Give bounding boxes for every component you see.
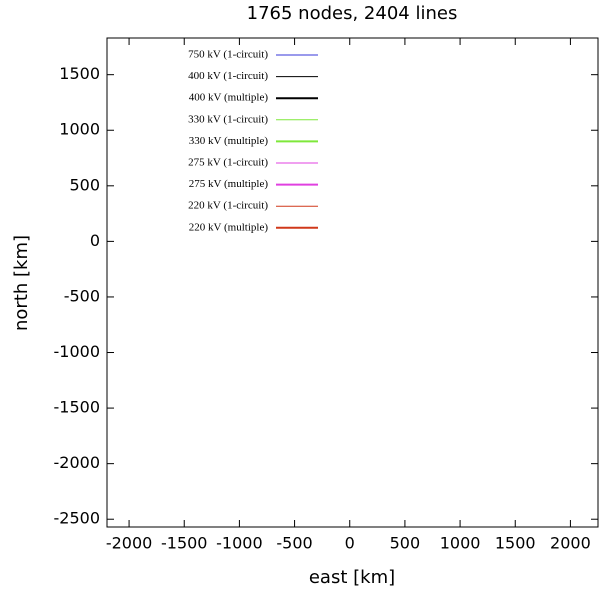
y-tick-label: -2000: [54, 453, 101, 472]
y-tick-label: -2500: [54, 509, 101, 528]
y-tick-label: -1000: [54, 342, 101, 361]
y-tick-label: 0: [90, 231, 100, 250]
x-tick-label: -2000: [106, 534, 153, 553]
y-tick-label: 1000: [59, 120, 100, 139]
chart-title: 1765 nodes, 2404 lines: [247, 3, 458, 24]
x-tick-label: -500: [276, 534, 312, 553]
legend-label: 400 kV (multiple): [189, 92, 269, 104]
y-tick-label: -500: [64, 286, 100, 305]
legend-label: 275 kV (multiple): [189, 178, 269, 190]
legend-label: 220 kV (1-circuit): [188, 200, 268, 212]
legend-label: 275 kV (1-circuit): [188, 157, 268, 169]
x-tick-label: -1000: [216, 534, 263, 553]
x-tick-label: 500: [390, 534, 421, 553]
plot-frame: [106, 37, 599, 528]
legend-label: 220 kV (multiple): [189, 221, 269, 233]
y-tick-label: 500: [69, 175, 100, 194]
x-axis-label: east [km]: [309, 567, 395, 588]
x-tick-label: -1500: [161, 534, 208, 553]
x-tick-label: 2000: [550, 534, 591, 553]
legend-label: 330 kV (1-circuit): [188, 113, 268, 125]
x-tick-label: 1000: [440, 534, 481, 553]
y-axis-label: north [km]: [11, 235, 32, 331]
legend-label: 750 kV (1-circuit): [188, 49, 268, 61]
x-tick-label: 0: [345, 534, 355, 553]
legend-label: 330 kV (multiple): [189, 135, 269, 147]
y-tick-label: -1500: [54, 398, 101, 417]
x-tick-label: 1500: [495, 534, 536, 553]
y-tick-label: 1500: [59, 64, 100, 83]
legend-label: 400 kV (1-circuit): [188, 70, 268, 82]
